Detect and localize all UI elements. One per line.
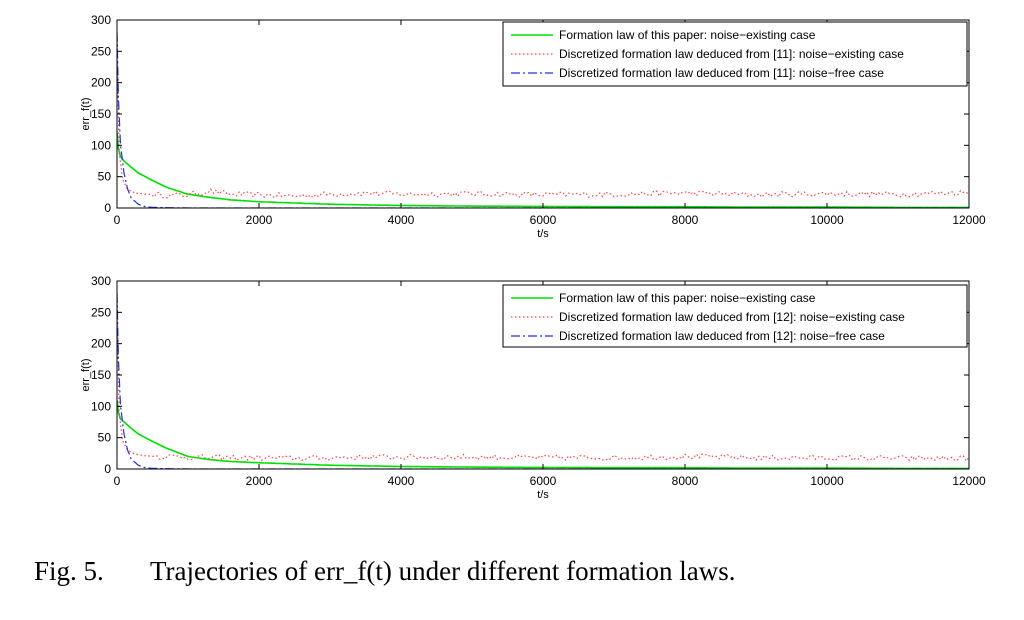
- x-axis-label: t/s: [537, 489, 549, 501]
- x-tick-label: 12000: [952, 213, 986, 227]
- legend-box: [502, 21, 968, 87]
- y-tick-label: 300: [91, 13, 111, 27]
- y-tick-label: 300: [91, 274, 111, 288]
- legend-label-2: Discretized formation law deduced from […: [559, 310, 905, 324]
- legend: Formation law of this paper: noise−exist…: [502, 21, 968, 87]
- series-line-3: [117, 293, 969, 469]
- figure-caption: Fig. 5. Trajectories of err_f(t) under di…: [34, 556, 736, 587]
- chart-panel-1: 0 2000 4000 6000 8000 10000 12000 0 50 100 150 200 2…: [80, 13, 986, 240]
- y-tick-label: 100: [91, 138, 111, 152]
- x-tick-label: 0: [114, 474, 121, 488]
- x-axis-label: t/s: [537, 228, 549, 240]
- x-tick-label: 10000: [810, 213, 844, 227]
- y-tick-label: 250: [91, 44, 111, 58]
- y-tick-label: 100: [91, 399, 111, 413]
- y-tick-label: 50: [98, 170, 112, 184]
- y-tick-label: 0: [104, 201, 111, 215]
- legend-label-2: Discretized formation law deduced from […: [559, 47, 904, 61]
- legend: Formation law of this paper: noise−exist…: [502, 284, 968, 348]
- series-group: [117, 293, 969, 469]
- x-tick-label: 6000: [530, 213, 557, 227]
- y-tick-label: 50: [98, 431, 112, 445]
- x-tick-label: 4000: [388, 213, 415, 227]
- x-tick-label: 4000: [388, 474, 415, 488]
- legend-box: [502, 284, 968, 348]
- series-line-3: [117, 32, 969, 208]
- legend-label-3: Discretized formation law deduced from […: [559, 329, 885, 343]
- y-tick-label: 0: [104, 462, 111, 476]
- x-tick-label: 8000: [672, 474, 699, 488]
- x-tick-label: 2000: [246, 213, 273, 227]
- y-tick-label: 200: [91, 76, 111, 90]
- x-tick-label: 12000: [952, 474, 986, 488]
- caption-text: Trajectories of err_f(t) under different…: [150, 556, 736, 586]
- x-tick-label: 8000: [672, 213, 699, 227]
- series-line-1: [117, 399, 969, 469]
- y-tick-label: 150: [91, 368, 111, 382]
- chart-panel-2: 0 2000 4000 6000 8000 10000 12000 0 50 100 150 200 2…: [80, 274, 986, 501]
- y-axis-label: err_f(t): [80, 359, 92, 392]
- y-tick-label: 150: [91, 107, 111, 121]
- y-tick-label: 250: [91, 305, 111, 319]
- caption-number: Fig. 5.: [34, 556, 104, 586]
- figure: 0 2000 4000 6000 8000 10000 120000501001502002…: [80, 13, 986, 501]
- x-tick-label: 10000: [810, 474, 844, 488]
- y-tick-label: 200: [91, 337, 111, 351]
- y-axis-label: err_f(t): [80, 98, 92, 131]
- legend-label-1: Formation law of this paper: noise−exist…: [559, 291, 816, 305]
- series-group: [117, 32, 969, 208]
- legend-label-3: Discretized formation law deduced from […: [559, 66, 884, 80]
- series-line-2: [117, 293, 969, 463]
- x-tick-label: 6000: [530, 474, 557, 488]
- legend-label-1: Formation law of this paper: noise−exist…: [559, 28, 816, 42]
- series-line-1: [117, 132, 969, 208]
- x-tick-label: 0: [114, 213, 121, 227]
- x-tick-label: 2000: [246, 474, 273, 488]
